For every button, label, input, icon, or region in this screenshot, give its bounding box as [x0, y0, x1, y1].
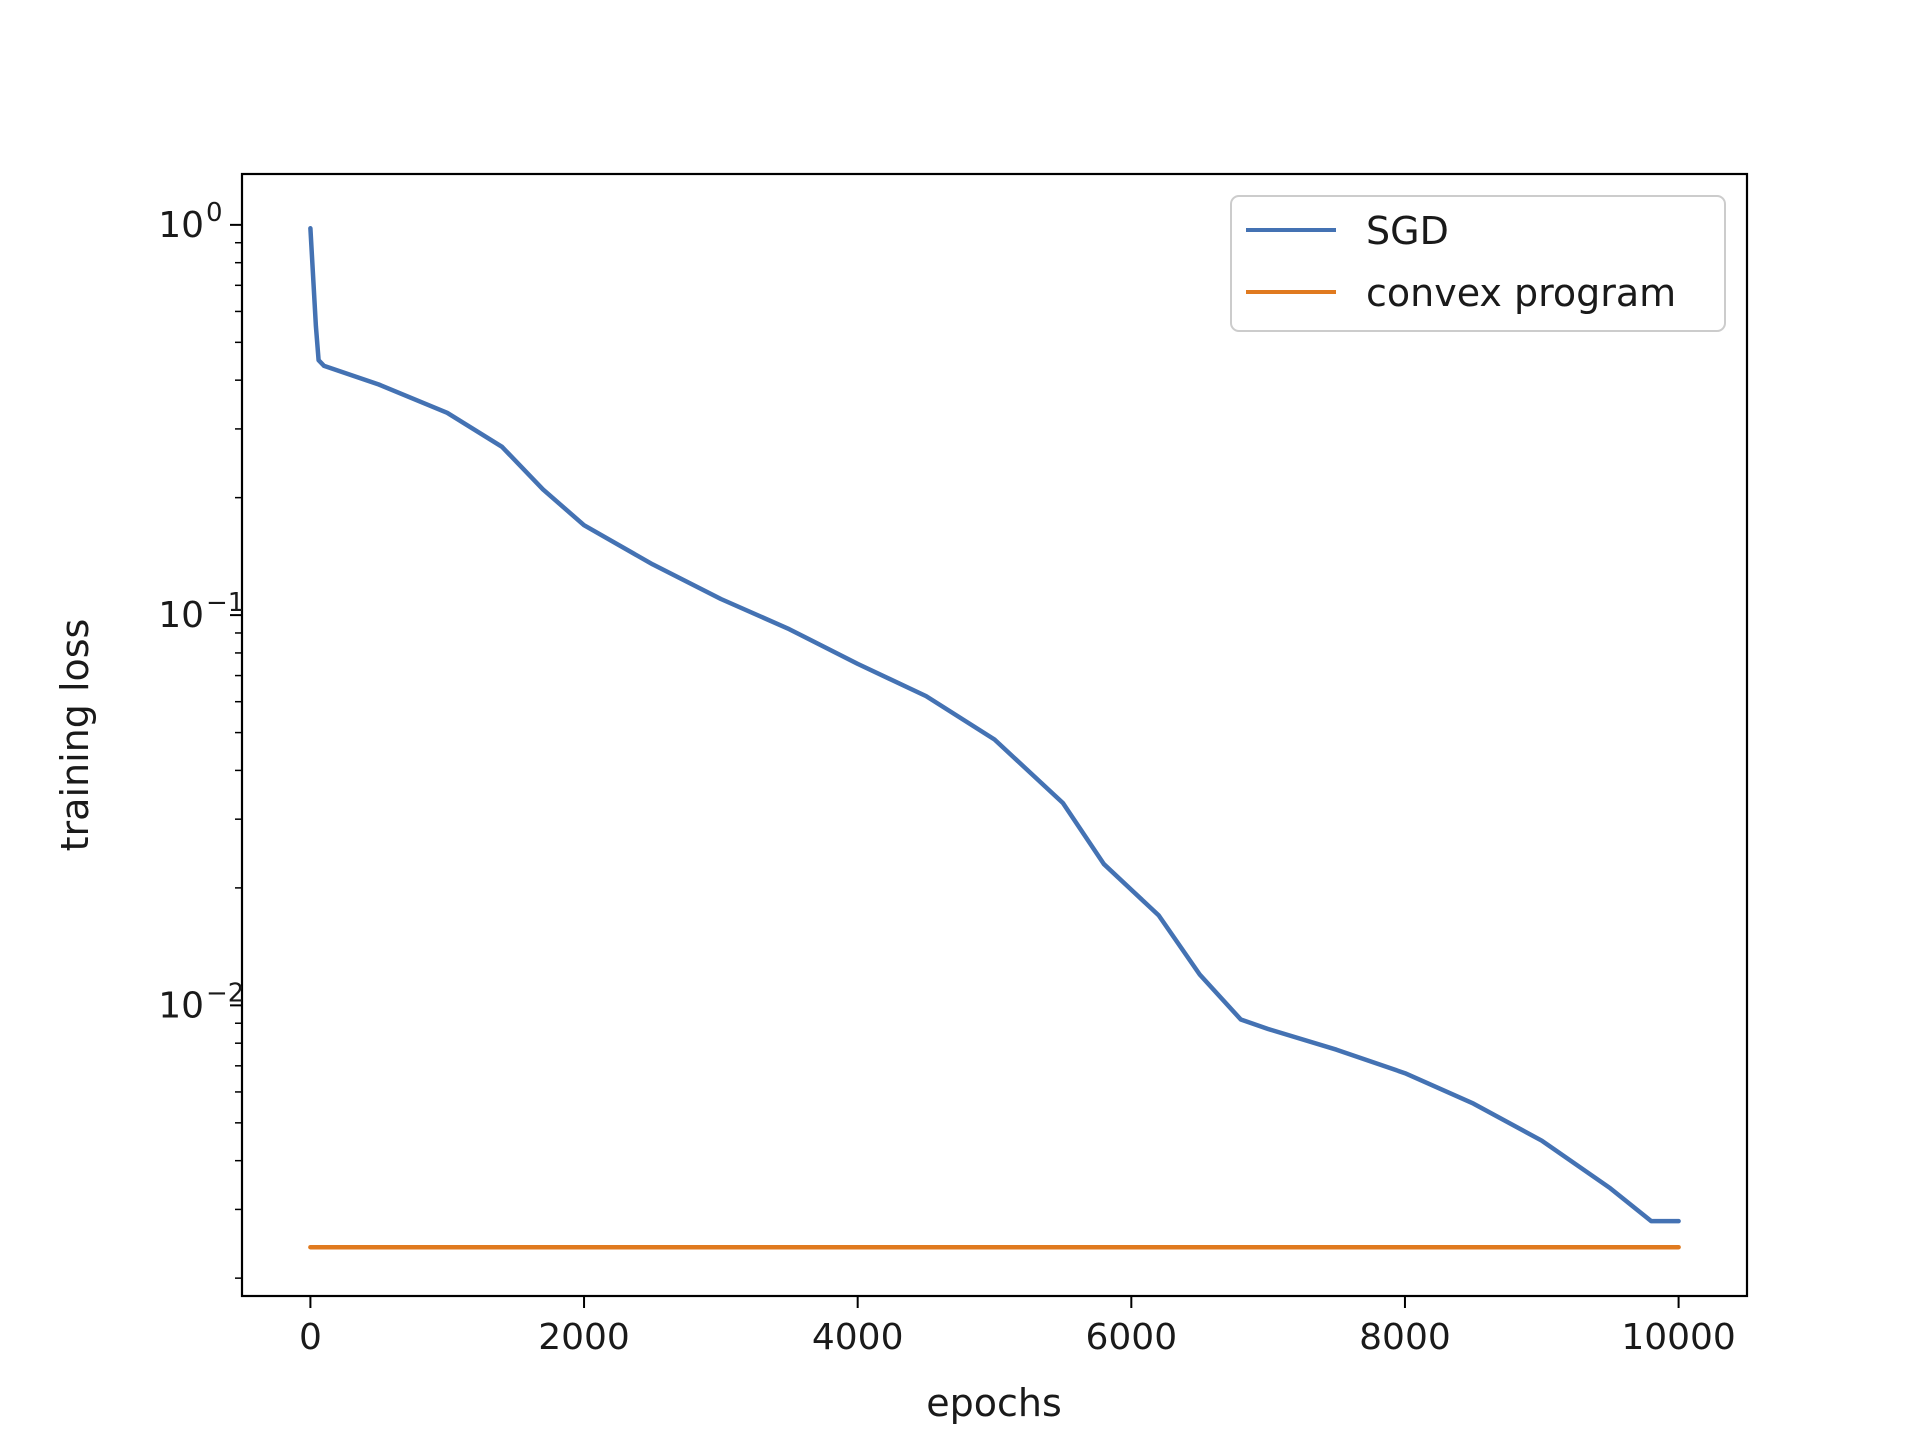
- x-tick-label: 6000: [1086, 1317, 1178, 1358]
- series-line-sgd: [308, 226, 1681, 1224]
- y-tick-exponent: 0: [206, 198, 223, 228]
- y-axis-label: training loss: [53, 619, 97, 852]
- x-tick-label: 8000: [1359, 1317, 1451, 1358]
- legend: SGD convex program: [1230, 195, 1726, 332]
- plot-area: [240, 172, 1749, 1298]
- x-axis: 0 2000 4000 6000 8000 10000: [299, 1296, 1736, 1358]
- x-tick-label: 4000: [812, 1317, 904, 1358]
- plot-frame: [240, 172, 1749, 1298]
- y-tick-label: 10: [158, 205, 204, 246]
- y-tick-exponent: −2: [206, 978, 244, 1008]
- x-tick-label: 0: [299, 1317, 322, 1358]
- series-layer: [308, 226, 1681, 1250]
- x-tick-label: 2000: [538, 1317, 630, 1358]
- y-tick-label: 10: [158, 595, 204, 636]
- x-tick-label: 10000: [1621, 1317, 1736, 1358]
- legend-label-convex-program: convex program: [1366, 271, 1676, 315]
- y-tick-label: 10: [158, 985, 204, 1026]
- y-tick-exponent: −1: [206, 588, 244, 618]
- x-axis-label: epochs: [926, 1381, 1062, 1425]
- legend-box: [1230, 195, 1726, 332]
- legend-label-sgd: SGD: [1366, 209, 1449, 253]
